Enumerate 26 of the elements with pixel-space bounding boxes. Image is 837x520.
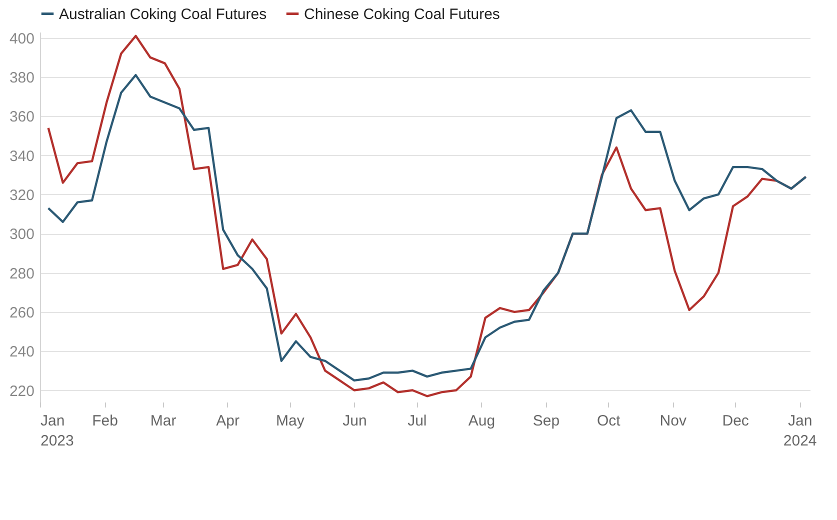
line-series bbox=[47, 74, 807, 382]
x-tick-label: Jan 2024 bbox=[783, 412, 817, 450]
y-tick-label: 320 bbox=[9, 186, 34, 204]
legend-label: Australian Coking Coal Futures bbox=[59, 6, 267, 23]
y-tick-label: 240 bbox=[9, 344, 34, 361]
x-tick-label: Aug bbox=[468, 412, 496, 430]
y-tick-label: 360 bbox=[9, 108, 34, 126]
x-tick-label: Mar bbox=[150, 412, 176, 430]
x-tick-label: Jul bbox=[408, 412, 427, 430]
y-tick-label: 340 bbox=[9, 148, 34, 165]
y-tick-label: 260 bbox=[9, 304, 34, 322]
y-tick-label: 400 bbox=[9, 30, 34, 48]
y-tick-label: 280 bbox=[9, 265, 34, 282]
x-tick-label: Jun bbox=[342, 412, 367, 430]
y-tick-label: 380 bbox=[9, 70, 34, 87]
y-tick-label: 300 bbox=[9, 226, 34, 244]
x-tick-label: Dec bbox=[722, 412, 750, 430]
x-tick-label: Apr bbox=[216, 412, 240, 430]
x-tick-label: Feb bbox=[92, 412, 118, 430]
x-tick-label: Oct bbox=[596, 412, 622, 430]
legend-label: Chinese Coking Coal Futures bbox=[304, 6, 500, 23]
x-tick-label: Nov bbox=[660, 412, 687, 430]
x-tick-label: Sep bbox=[532, 412, 560, 430]
y-tick-label: 220 bbox=[9, 382, 34, 400]
x-tick-label: May bbox=[276, 412, 305, 430]
x-tick-label: Jan 2023 bbox=[40, 412, 74, 450]
